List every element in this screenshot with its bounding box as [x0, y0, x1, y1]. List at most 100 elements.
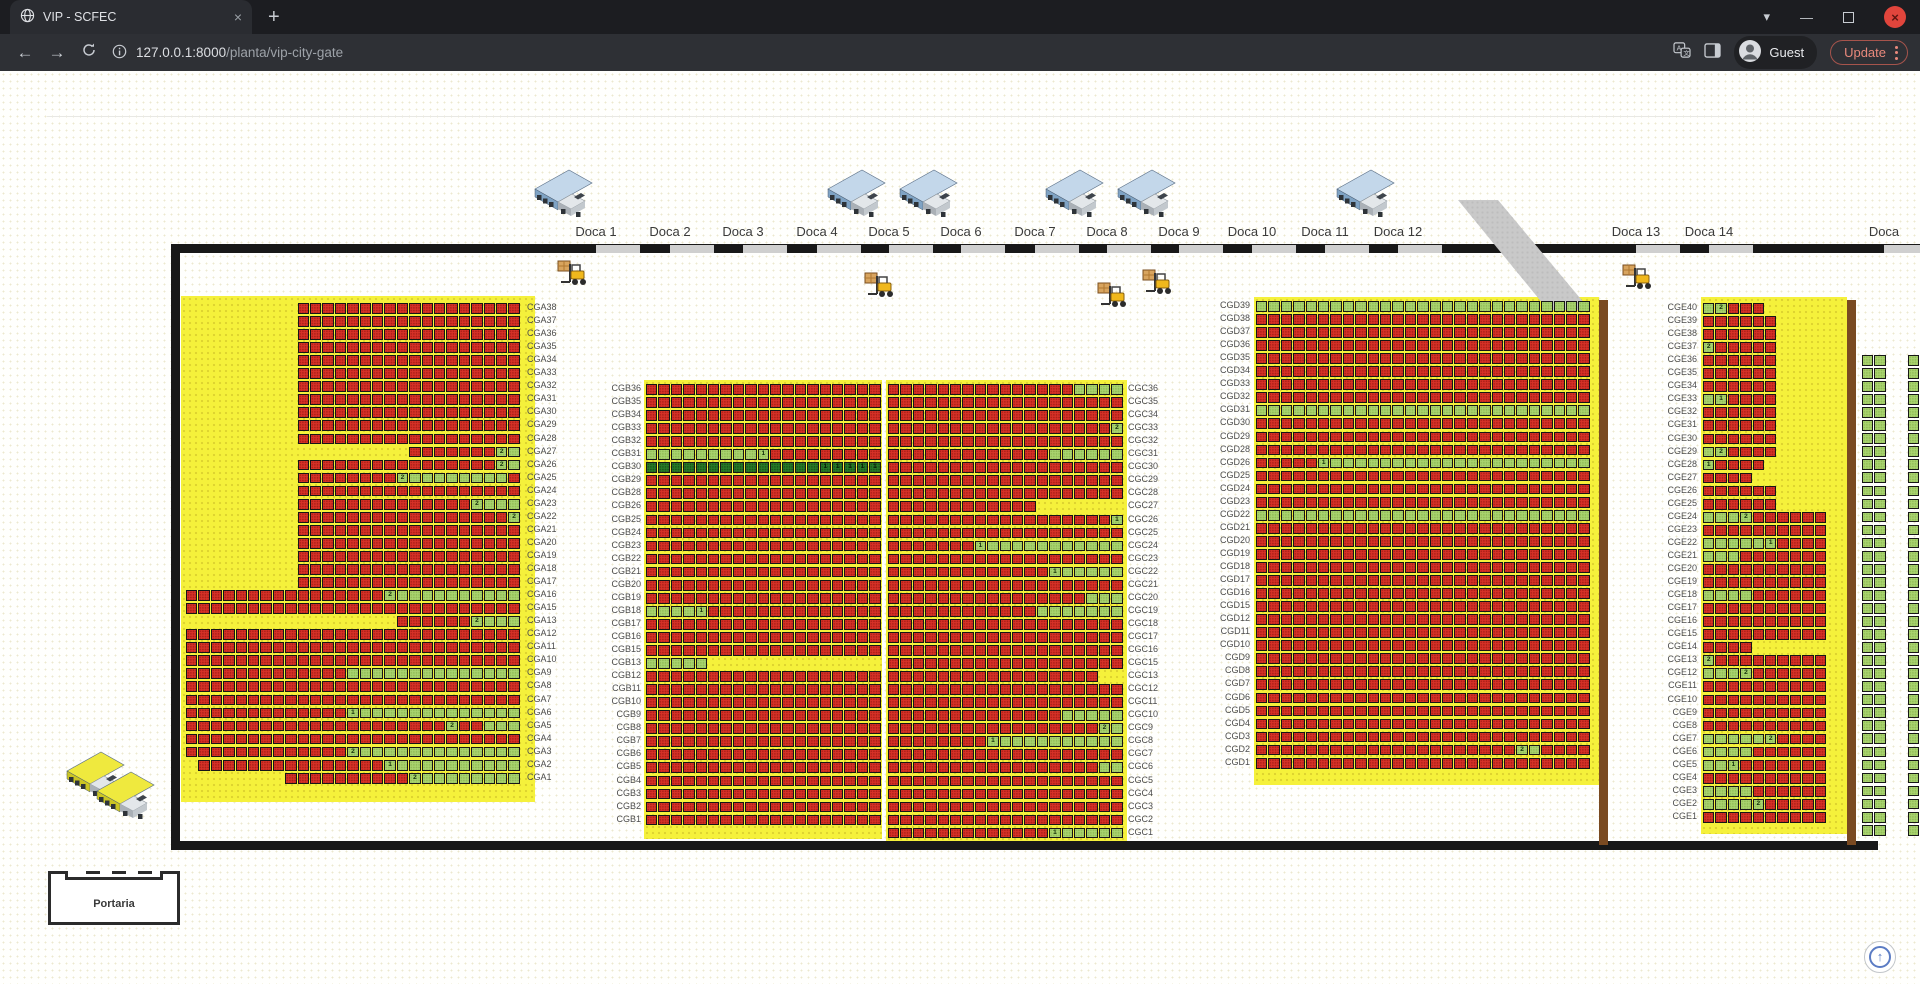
- rack-cell[interactable]: [1479, 314, 1491, 325]
- rack-cell[interactable]: [1466, 757, 1479, 769]
- rack-cell[interactable]: [683, 436, 695, 447]
- rack-cell[interactable]: [732, 775, 745, 787]
- rack-cell[interactable]: [458, 368, 471, 380]
- rack-cell[interactable]: [794, 462, 807, 474]
- rack-cell[interactable]: [1342, 757, 1355, 769]
- rack-cell[interactable]: [1874, 616, 1886, 627]
- rack-cell[interactable]: [235, 668, 247, 680]
- rack-cell[interactable]: [1049, 762, 1061, 774]
- rack-cell[interactable]: [496, 590, 508, 601]
- rack-cell[interactable]: [434, 694, 446, 706]
- rack-cell[interactable]: [856, 553, 869, 565]
- rack-cell[interactable]: [937, 514, 949, 526]
- rack-cell[interactable]: [670, 475, 683, 487]
- rack-cell[interactable]: [757, 775, 769, 787]
- rack-cell[interactable]: [1740, 577, 1752, 588]
- rack-cell[interactable]: [1466, 692, 1479, 704]
- rack-cell[interactable]: [1752, 329, 1764, 340]
- rack-cell[interactable]: [646, 710, 658, 722]
- rack-cell[interactable]: [646, 527, 658, 539]
- rack-cell[interactable]: [1256, 522, 1268, 534]
- rack-cell[interactable]: [1578, 301, 1590, 312]
- rack-cell[interactable]: [1098, 514, 1111, 526]
- rack-cell[interactable]: [732, 723, 745, 735]
- rack-cell[interactable]: [1392, 627, 1404, 639]
- rack-cell[interactable]: [1280, 301, 1293, 312]
- rack-cell[interactable]: [1802, 655, 1814, 667]
- rack-cell[interactable]: [888, 566, 900, 578]
- rack-cell[interactable]: [757, 527, 769, 539]
- rack-cell[interactable]: [720, 384, 732, 395]
- rack-cell[interactable]: [1404, 575, 1417, 586]
- rack-cell[interactable]: [720, 684, 732, 695]
- rack-cell[interactable]: [1417, 340, 1429, 351]
- rack-cell[interactable]: [1765, 707, 1777, 719]
- rack-cell[interactable]: [1703, 537, 1715, 549]
- rack-cell[interactable]: [683, 736, 695, 748]
- rack-cell[interactable]: 2: [1703, 655, 1715, 667]
- rack-cell[interactable]: [1703, 772, 1715, 784]
- rack-cell[interactable]: [1024, 384, 1036, 395]
- rack-cell[interactable]: [1305, 575, 1317, 586]
- rack-cell[interactable]: [1528, 718, 1541, 730]
- rack-cell[interactable]: [745, 710, 757, 722]
- rack-cell[interactable]: [819, 671, 831, 682]
- rack-cell[interactable]: [1355, 692, 1367, 704]
- rack-cell[interactable]: 2: [347, 746, 359, 758]
- rack-cell[interactable]: [794, 436, 807, 447]
- rack-cell[interactable]: [359, 394, 371, 406]
- rack-cell[interactable]: [1442, 496, 1454, 508]
- rack-cell[interactable]: [1703, 485, 1715, 497]
- rack-cell[interactable]: [384, 407, 396, 419]
- rack-cell[interactable]: [1715, 420, 1727, 432]
- rack-cell[interactable]: [1703, 368, 1715, 380]
- rack-cell[interactable]: [297, 420, 309, 432]
- rack-cell[interactable]: [646, 697, 658, 708]
- rack-cell[interactable]: [1566, 562, 1578, 573]
- rack-cell[interactable]: [483, 694, 495, 706]
- rack-cell[interactable]: [1491, 548, 1503, 560]
- rack-cell[interactable]: [794, 488, 807, 500]
- rack-cell[interactable]: [334, 394, 347, 406]
- rack-cell[interactable]: [458, 681, 471, 693]
- rack-cell[interactable]: [1789, 511, 1802, 523]
- rack-cell[interactable]: [1086, 684, 1098, 695]
- rack-cell[interactable]: [1516, 614, 1528, 625]
- rack-cell[interactable]: [770, 618, 782, 630]
- rack-cell[interactable]: [782, 775, 794, 787]
- rack-cell[interactable]: [1392, 718, 1404, 730]
- rack-cell[interactable]: [1703, 603, 1715, 614]
- rack-cell[interactable]: [683, 423, 695, 434]
- rack-cell[interactable]: [1036, 553, 1049, 565]
- rack-cell[interactable]: [658, 462, 670, 474]
- rack-cell[interactable]: [1765, 590, 1777, 601]
- rack-cell[interactable]: [421, 368, 433, 380]
- rack-cell[interactable]: [508, 746, 520, 758]
- rack-cell[interactable]: [658, 475, 670, 487]
- rack-cell[interactable]: [782, 566, 794, 578]
- rack-cell[interactable]: [1049, 605, 1061, 617]
- rack-cell[interactable]: [372, 655, 384, 667]
- rack-cell[interactable]: [708, 410, 720, 421]
- rack-cell[interactable]: [1516, 327, 1528, 338]
- rack-cell[interactable]: [1036, 788, 1049, 800]
- rack-cell[interactable]: [925, 645, 937, 656]
- rack-cell[interactable]: [1479, 366, 1491, 378]
- rack-cell[interactable]: [248, 590, 260, 601]
- rack-cell[interactable]: [770, 605, 782, 617]
- rack-cell[interactable]: [1566, 418, 1578, 430]
- rack-cell[interactable]: [1280, 705, 1293, 717]
- rack-cell[interactable]: [745, 436, 757, 447]
- rack-cell[interactable]: [1553, 653, 1565, 665]
- rack-cell[interactable]: [807, 436, 819, 447]
- rack-cell[interactable]: [1874, 589, 1886, 601]
- rack-cell[interactable]: [1280, 366, 1293, 378]
- rack-cell[interactable]: [1740, 485, 1752, 497]
- rack-cell[interactable]: [962, 566, 974, 578]
- rack-cell[interactable]: [794, 775, 807, 787]
- rack-cell[interactable]: [962, 514, 974, 526]
- rack-cell[interactable]: [1566, 327, 1578, 338]
- rack-cell[interactable]: [1061, 462, 1073, 474]
- rack-cell[interactable]: [807, 449, 819, 461]
- rack-cell[interactable]: [310, 550, 322, 562]
